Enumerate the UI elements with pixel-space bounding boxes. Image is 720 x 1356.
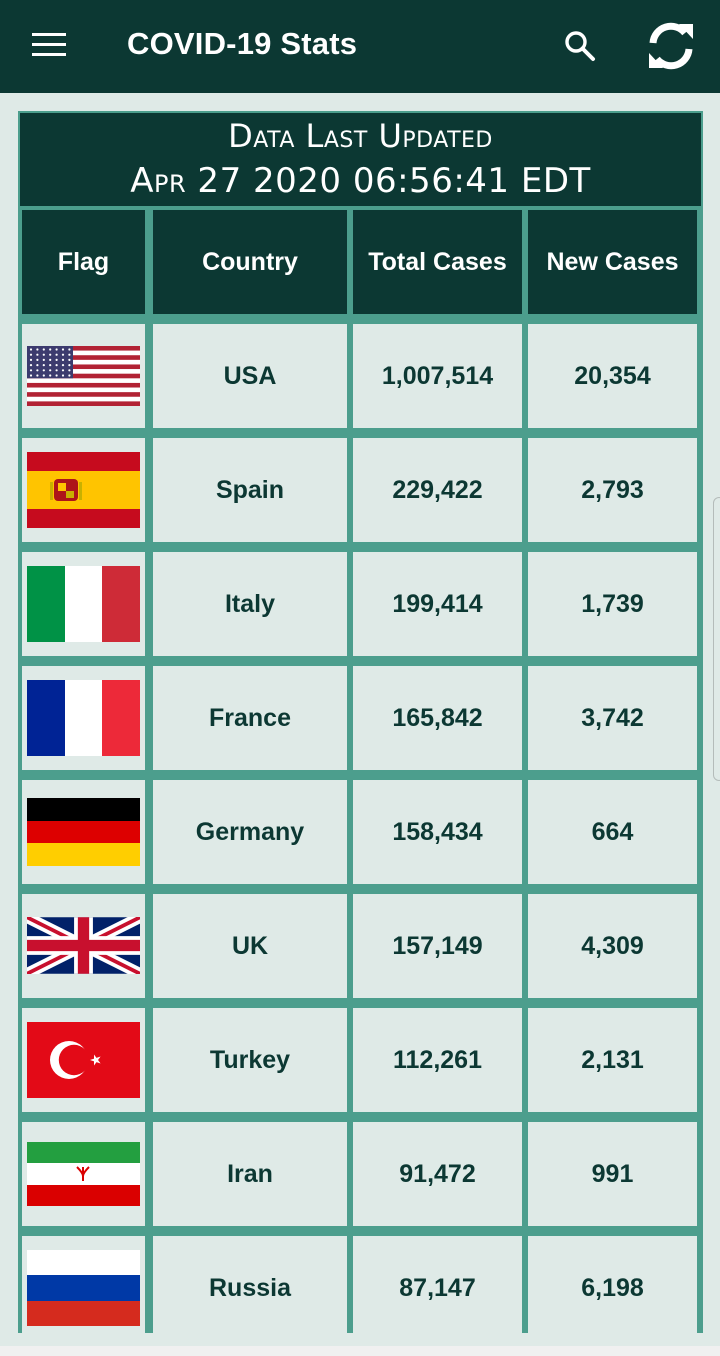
header-total-cases: Total Cases — [353, 210, 522, 314]
cell-new-cases: 3,742 — [528, 666, 697, 770]
cell-country: Iran — [153, 1122, 347, 1226]
app-bar: COVID-19 Stats — [0, 0, 720, 93]
uk-flag-icon — [24, 912, 143, 981]
flag-cell — [22, 324, 145, 428]
cell-country: Italy — [153, 552, 347, 656]
cell-country: France — [153, 666, 347, 770]
last-updated-label: Data Last Updated — [228, 117, 493, 155]
italy-flag-icon — [27, 566, 140, 649]
cell-total-cases: 1,007,514 — [353, 324, 522, 428]
flag-cell — [22, 894, 145, 998]
header-country: Country — [153, 210, 347, 314]
cell-new-cases: 2,793 — [528, 438, 697, 542]
germany-flag-icon — [27, 798, 140, 873]
spain-flag-icon — [27, 452, 140, 535]
scrollbar[interactable] — [713, 497, 720, 781]
app-title: COVID-19 Stats — [127, 26, 358, 61]
cell-country: UK — [153, 894, 347, 998]
flag-cell — [22, 666, 145, 770]
flag-cell — [22, 1236, 145, 1333]
russia-flag-icon — [27, 1250, 140, 1333]
iran-flag-icon — [27, 1142, 140, 1213]
cell-total-cases: 91,472 — [353, 1122, 522, 1226]
header-new-cases: New Cases — [528, 210, 697, 314]
cell-total-cases: 112,261 — [353, 1008, 522, 1112]
cell-country: Russia — [153, 1236, 347, 1333]
cell-total-cases: 87,147 — [353, 1236, 522, 1333]
flag-cell — [22, 1122, 145, 1226]
cell-new-cases: 20,354 — [528, 324, 697, 428]
cell-country: Spain — [153, 438, 347, 542]
search-icon[interactable] — [563, 29, 597, 63]
last-updated-timestamp: Apr 27 2020 06:56:41 EDT — [130, 161, 591, 201]
cell-new-cases: 664 — [528, 780, 697, 884]
flag-cell — [22, 552, 145, 656]
cell-total-cases: 199,414 — [353, 552, 522, 656]
france-flag-icon — [27, 680, 140, 763]
cell-new-cases: 2,131 — [528, 1008, 697, 1112]
cell-total-cases: 157,149 — [353, 894, 522, 998]
flag-cell — [22, 438, 145, 542]
cell-new-cases: 6,198 — [528, 1236, 697, 1333]
cell-total-cases: 165,842 — [353, 666, 522, 770]
cell-total-cases: 158,434 — [353, 780, 522, 884]
flag-cell — [22, 780, 145, 884]
last-updated-banner: Data Last Updated Apr 27 2020 06:56:41 E… — [20, 113, 701, 206]
cell-new-cases: 991 — [528, 1122, 697, 1226]
bottom-strip — [0, 1346, 720, 1356]
refresh-icon[interactable] — [645, 20, 697, 72]
menu-icon[interactable] — [32, 33, 66, 57]
cell-country: Turkey — [153, 1008, 347, 1112]
cell-total-cases: 229,422 — [353, 438, 522, 542]
cell-country: Germany — [153, 780, 347, 884]
cell-country: USA — [153, 324, 347, 428]
header-flag: Flag — [22, 210, 145, 314]
turkey-flag-icon — [27, 1022, 140, 1105]
usa-flag-icon — [27, 346, 140, 413]
cell-new-cases: 1,739 — [528, 552, 697, 656]
stats-panel: Data Last Updated Apr 27 2020 06:56:41 E… — [18, 111, 703, 1333]
cell-new-cases: 4,309 — [528, 894, 697, 998]
flag-cell — [22, 1008, 145, 1112]
